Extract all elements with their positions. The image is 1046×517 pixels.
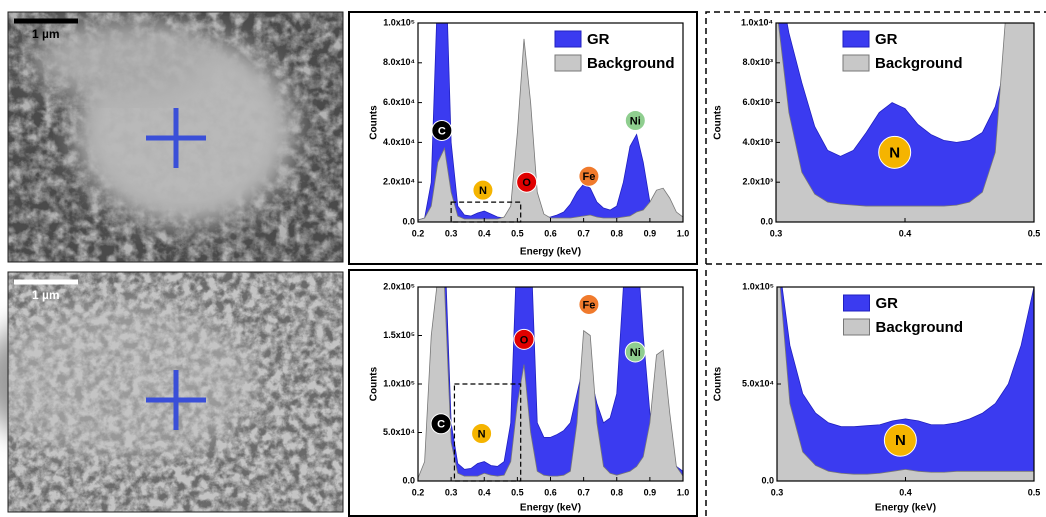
legend-label: GR	[875, 31, 898, 48]
element-label: Ni	[630, 115, 641, 127]
element-label: Ni	[630, 347, 641, 359]
y-tick-label: 6.0x10³	[742, 97, 773, 107]
legend-swatch	[844, 319, 870, 335]
x-tick-label: 0.3	[445, 487, 458, 497]
x-tick-label: 0.4	[899, 228, 912, 238]
y-tick-label: 4.0x10⁴	[383, 137, 415, 147]
x-tick-label: 0.6	[544, 487, 557, 497]
scale-label: 1 µm	[32, 288, 60, 302]
y-tick-label: 1.0x10⁴	[741, 17, 773, 27]
legend-swatch	[844, 295, 870, 311]
y-tick-label: 0.0	[402, 216, 415, 226]
legend-swatch	[843, 31, 869, 47]
y-tick-label: 0.0	[760, 216, 773, 226]
y-tick-label: 1.0x10⁵	[383, 378, 415, 388]
element-label: C	[437, 419, 445, 431]
legend-label: Background	[587, 55, 675, 72]
x-tick-label: 0.5	[1028, 228, 1041, 238]
legend-label: GR	[587, 31, 610, 48]
sem-image: 1 µm	[8, 12, 343, 262]
plot-area	[776, 0, 1034, 222]
y-tick-label: 1.0x10⁵	[383, 17, 415, 27]
y-axis-title: Counts	[713, 105, 724, 140]
y-tick-label: 5.0x10⁴	[742, 378, 774, 388]
y-axis-title: Counts	[369, 366, 380, 401]
y-tick-label: 1.0x10⁵	[742, 281, 774, 291]
y-axis-title: Counts	[713, 366, 724, 401]
x-tick-label: 0.3	[771, 487, 784, 497]
y-tick-label: 8.0x10³	[742, 57, 773, 67]
element-label: C	[438, 125, 446, 137]
x-tick-label: 0.5	[1028, 487, 1041, 497]
element-label: N	[889, 144, 900, 161]
element-label: Fe	[583, 171, 596, 183]
plot-area	[418, 0, 683, 222]
y-tick-label: 6.0x10⁴	[383, 97, 415, 107]
element-label: N	[478, 428, 486, 440]
scale-label: 1 µm	[32, 27, 60, 41]
y-tick-label: 2.0x10⁴	[383, 177, 415, 187]
sem-image: 1 µm	[0, 272, 343, 512]
x-tick-label: 0.7	[577, 228, 590, 238]
x-tick-label: 0.6	[544, 228, 557, 238]
x-tick-label: 0.8	[610, 228, 623, 238]
y-tick-label: 0.0	[402, 475, 415, 485]
x-axis-title: Energy (keV)	[520, 247, 581, 258]
y-tick-label: 5.0x10⁴	[383, 427, 415, 437]
legend-swatch	[555, 31, 581, 47]
x-tick-label: 0.5	[511, 487, 524, 497]
x-axis-title: Energy (keV)	[520, 503, 581, 514]
legend-label: Background	[876, 319, 964, 336]
y-tick-label: 4.0x10³	[742, 137, 773, 147]
y-tick-label: 0.0	[761, 475, 774, 485]
x-tick-label: 0.9	[644, 487, 657, 497]
element-label: O	[522, 177, 531, 189]
x-tick-label: 1.0	[677, 228, 690, 238]
y-tick-label: 2.0x10⁵	[383, 281, 415, 291]
x-tick-label: 0.4	[478, 228, 491, 238]
x-tick-label: 0.5	[511, 228, 524, 238]
figure: 1 µm 1 µm 0.0 2.0x10⁴ 4.0x10⁴ 6.0x10⁴ 8.0x10…	[0, 0, 1046, 517]
y-axis-title: Counts	[369, 105, 380, 140]
element-label: N	[895, 432, 906, 449]
x-tick-label: 0.4	[899, 487, 912, 497]
x-tick-label: 0.8	[610, 487, 623, 497]
element-label: O	[520, 334, 529, 346]
legend-swatch	[843, 55, 869, 71]
x-tick-label: 0.2	[412, 228, 425, 238]
x-tick-label: 0.4	[478, 487, 491, 497]
element-label: Fe	[583, 299, 596, 311]
legend-label: GR	[876, 295, 899, 312]
element-label: N	[479, 185, 487, 197]
y-tick-label: 1.5x10⁵	[383, 330, 415, 340]
area-series	[418, 0, 683, 222]
x-tick-label: 0.9	[644, 228, 657, 238]
y-tick-label: 2.0x10³	[742, 177, 773, 187]
y-tick-label: 8.0x10⁴	[383, 57, 415, 67]
x-tick-label: 1.0	[677, 487, 690, 497]
legend-label: Background	[875, 55, 963, 72]
legend-swatch	[555, 55, 581, 71]
x-tick-label: 0.3	[770, 228, 783, 238]
x-tick-label: 0.2	[412, 487, 425, 497]
x-tick-label: 0.3	[445, 228, 458, 238]
x-axis-title: Energy (keV)	[875, 503, 936, 514]
x-tick-label: 0.7	[577, 487, 590, 497]
